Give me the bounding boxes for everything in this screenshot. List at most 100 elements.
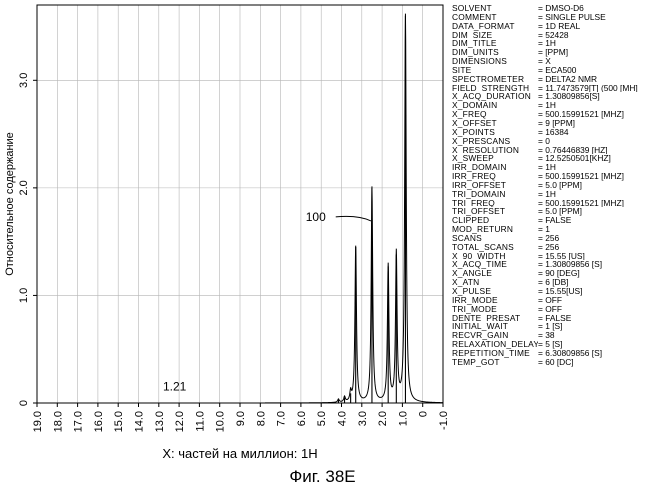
x-tick-label: 12.0 [174, 411, 186, 432]
parameter-value: = 52428 [538, 31, 642, 40]
parameter-value: = 1H [538, 101, 642, 110]
parameter-row: SOLVENT= DMSO-D6 [452, 4, 642, 13]
parameter-value: = 6.30809856 [S] [538, 349, 642, 358]
parameter-row: FIELD_STRENGTH= 11.7473579[T] (500 [MH] [452, 84, 642, 93]
x-tick-label: -1.0 [438, 411, 450, 430]
parameter-key: X_RESOLUTION [452, 146, 538, 155]
parameter-key: IRR_FREQ [452, 172, 538, 181]
y-tick-label: 2.0 [18, 180, 30, 195]
parameter-row: CLIPPED= FALSE [452, 216, 642, 225]
parameter-row: X_ACQ_TIME= 1.30809856 [S] [452, 260, 642, 269]
parameter-row: DIM_TITLE= 1H [452, 39, 642, 48]
parameter-key: DATA_FORMAT [452, 22, 538, 31]
y-axis-label: Относительное содержание [4, 132, 16, 276]
parameter-value: = 500.15991521 [MHZ] [538, 110, 642, 119]
parameter-value: = 1H [538, 39, 642, 48]
x-tick-label: 0 [418, 411, 430, 417]
parameter-key: X_FREQ [452, 110, 538, 119]
parameter-row: COMMENT= SINGLE PULSE [452, 13, 642, 22]
parameter-value: = 1H [538, 190, 642, 199]
parameter-value: = 256 [538, 243, 642, 252]
parameter-key: X_PRESCANS [452, 137, 538, 146]
parameter-row: DENTE_PRESAT= FALSE [452, 314, 642, 323]
x-tick-label: 13.0 [154, 411, 166, 432]
parameter-row: IRR_MODE= OFF [452, 296, 642, 305]
parameter-key: SOLVENT [452, 4, 538, 13]
parameter-row: DIM_UNITS= [PPM] [452, 48, 642, 57]
parameter-key: CLIPPED [452, 216, 538, 225]
parameter-key: X_SWEEP [452, 154, 538, 163]
parameter-row: SITE= ECA500 [452, 66, 642, 75]
parameter-value: = DELTA2 NMR [538, 75, 642, 84]
y-tick-label: 1.0 [18, 288, 30, 303]
parameter-key: REPETITION_TIME [452, 349, 538, 358]
parameter-row: X_POINTS= 16384 [452, 128, 642, 137]
parameter-key: INITIAL_WAIT [452, 322, 538, 331]
x-tick-label: 3.0 [357, 411, 369, 426]
parameter-row: X_DOMAIN= 1H [452, 101, 642, 110]
acquisition-parameters-list: SOLVENT= DMSO-D6COMMENT= SINGLE PULSEDAT… [452, 4, 642, 367]
parameter-value: = SINGLE PULSE [538, 13, 642, 22]
parameter-value: = [PPM] [538, 48, 642, 57]
parameter-value: = ECA500 [538, 66, 642, 75]
parameter-value: = 90 [DEG] [538, 269, 642, 278]
parameter-key: SCANS [452, 234, 538, 243]
parameter-value: = 11.7473579[T] (500 [MH] [538, 84, 642, 93]
x-tick-label: 5.0 [316, 411, 328, 426]
parameter-row: IRR_OFFSET= 5.0 [PPM] [452, 181, 642, 190]
parameter-value: = 5 [S] [538, 340, 642, 349]
parameter-value: = 5.0 [PPM] [538, 181, 642, 190]
parameter-value: = FALSE [538, 216, 642, 225]
parameter-row: TRI_DOMAIN= 1H [452, 190, 642, 199]
x-tick-label: 18.0 [52, 411, 64, 432]
parameter-key: X_DOMAIN [452, 101, 538, 110]
parameter-key: X_POINTS [452, 128, 538, 137]
parameter-value: = 0 [538, 137, 642, 146]
parameter-row: X_ANGLE= 90 [DEG] [452, 269, 642, 278]
parameter-value: = 15.55 [US] [538, 252, 642, 261]
parameter-key: RECVR_GAIN [452, 331, 538, 340]
parameter-key: X_ANGLE [452, 269, 538, 278]
x-tick-label: 9.0 [235, 411, 247, 426]
annotation-label: 100 [306, 210, 326, 224]
parameter-value: = 6 [DB] [538, 278, 642, 287]
parameter-key: RELAXATION_DELAY [452, 340, 538, 349]
x-tick-label: 6.0 [296, 411, 308, 426]
parameter-key: X_ATN [452, 278, 538, 287]
parameter-row: SCANS= 256 [452, 234, 642, 243]
parameter-row: RECVR_GAIN= 38 [452, 331, 642, 340]
parameter-key: DIM_TITLE [452, 39, 538, 48]
parameter-key: X_ACQ_DURATION [452, 92, 538, 101]
parameter-value: = 60 [DC] [538, 358, 642, 367]
parameter-value: = 16384 [538, 128, 642, 137]
parameter-row: RELAXATION_DELAY= 5 [S] [452, 340, 642, 349]
x-tick-label: 10.0 [215, 411, 227, 432]
parameter-value: = 500.15991521 [MHZ] [538, 199, 642, 208]
parameter-value: = FALSE [538, 314, 642, 323]
x-tick-label: 11.0 [194, 411, 206, 432]
parameter-key: FIELD_STRENGTH [452, 84, 538, 93]
parameter-key: X_OFFSET [452, 119, 538, 128]
parameter-row: IRR_DOMAIN= 1H [452, 163, 642, 172]
parameter-key: IRR_MODE [452, 296, 538, 305]
parameter-row: INITIAL_WAIT= 1 [S] [452, 322, 642, 331]
parameter-row: DIMENSIONS= X [452, 57, 642, 66]
annotation-leader-line [336, 216, 371, 221]
parameter-row: REPETITION_TIME= 6.30809856 [S] [452, 349, 642, 358]
y-axis-ticks: 01.02.03.0 [18, 73, 37, 406]
parameter-value: = 5.0 [PPM] [538, 207, 642, 216]
parameter-value: = 500.15991521 [MHZ] [538, 172, 642, 181]
x-tick-label: 7.0 [276, 411, 288, 426]
parameter-value: = OFF [538, 296, 642, 305]
parameter-row: X_PRESCANS= 0 [452, 137, 642, 146]
parameter-key: MOD_RETURN [452, 225, 538, 234]
x-axis-ticks: 19.018.017.016.015.014.013.012.011.010.0… [32, 403, 450, 432]
y-tick-label: 3.0 [18, 73, 30, 88]
parameter-key: TRI_FREQ [452, 199, 538, 208]
x-tick-label: 17.0 [73, 411, 85, 432]
x-tick-label: 4.0 [337, 411, 349, 426]
x-tick-label: 19.0 [32, 411, 44, 432]
x-tick-label: 8.0 [255, 411, 267, 426]
parameter-key: IRR_OFFSET [452, 181, 538, 190]
parameter-value: = X [538, 57, 642, 66]
